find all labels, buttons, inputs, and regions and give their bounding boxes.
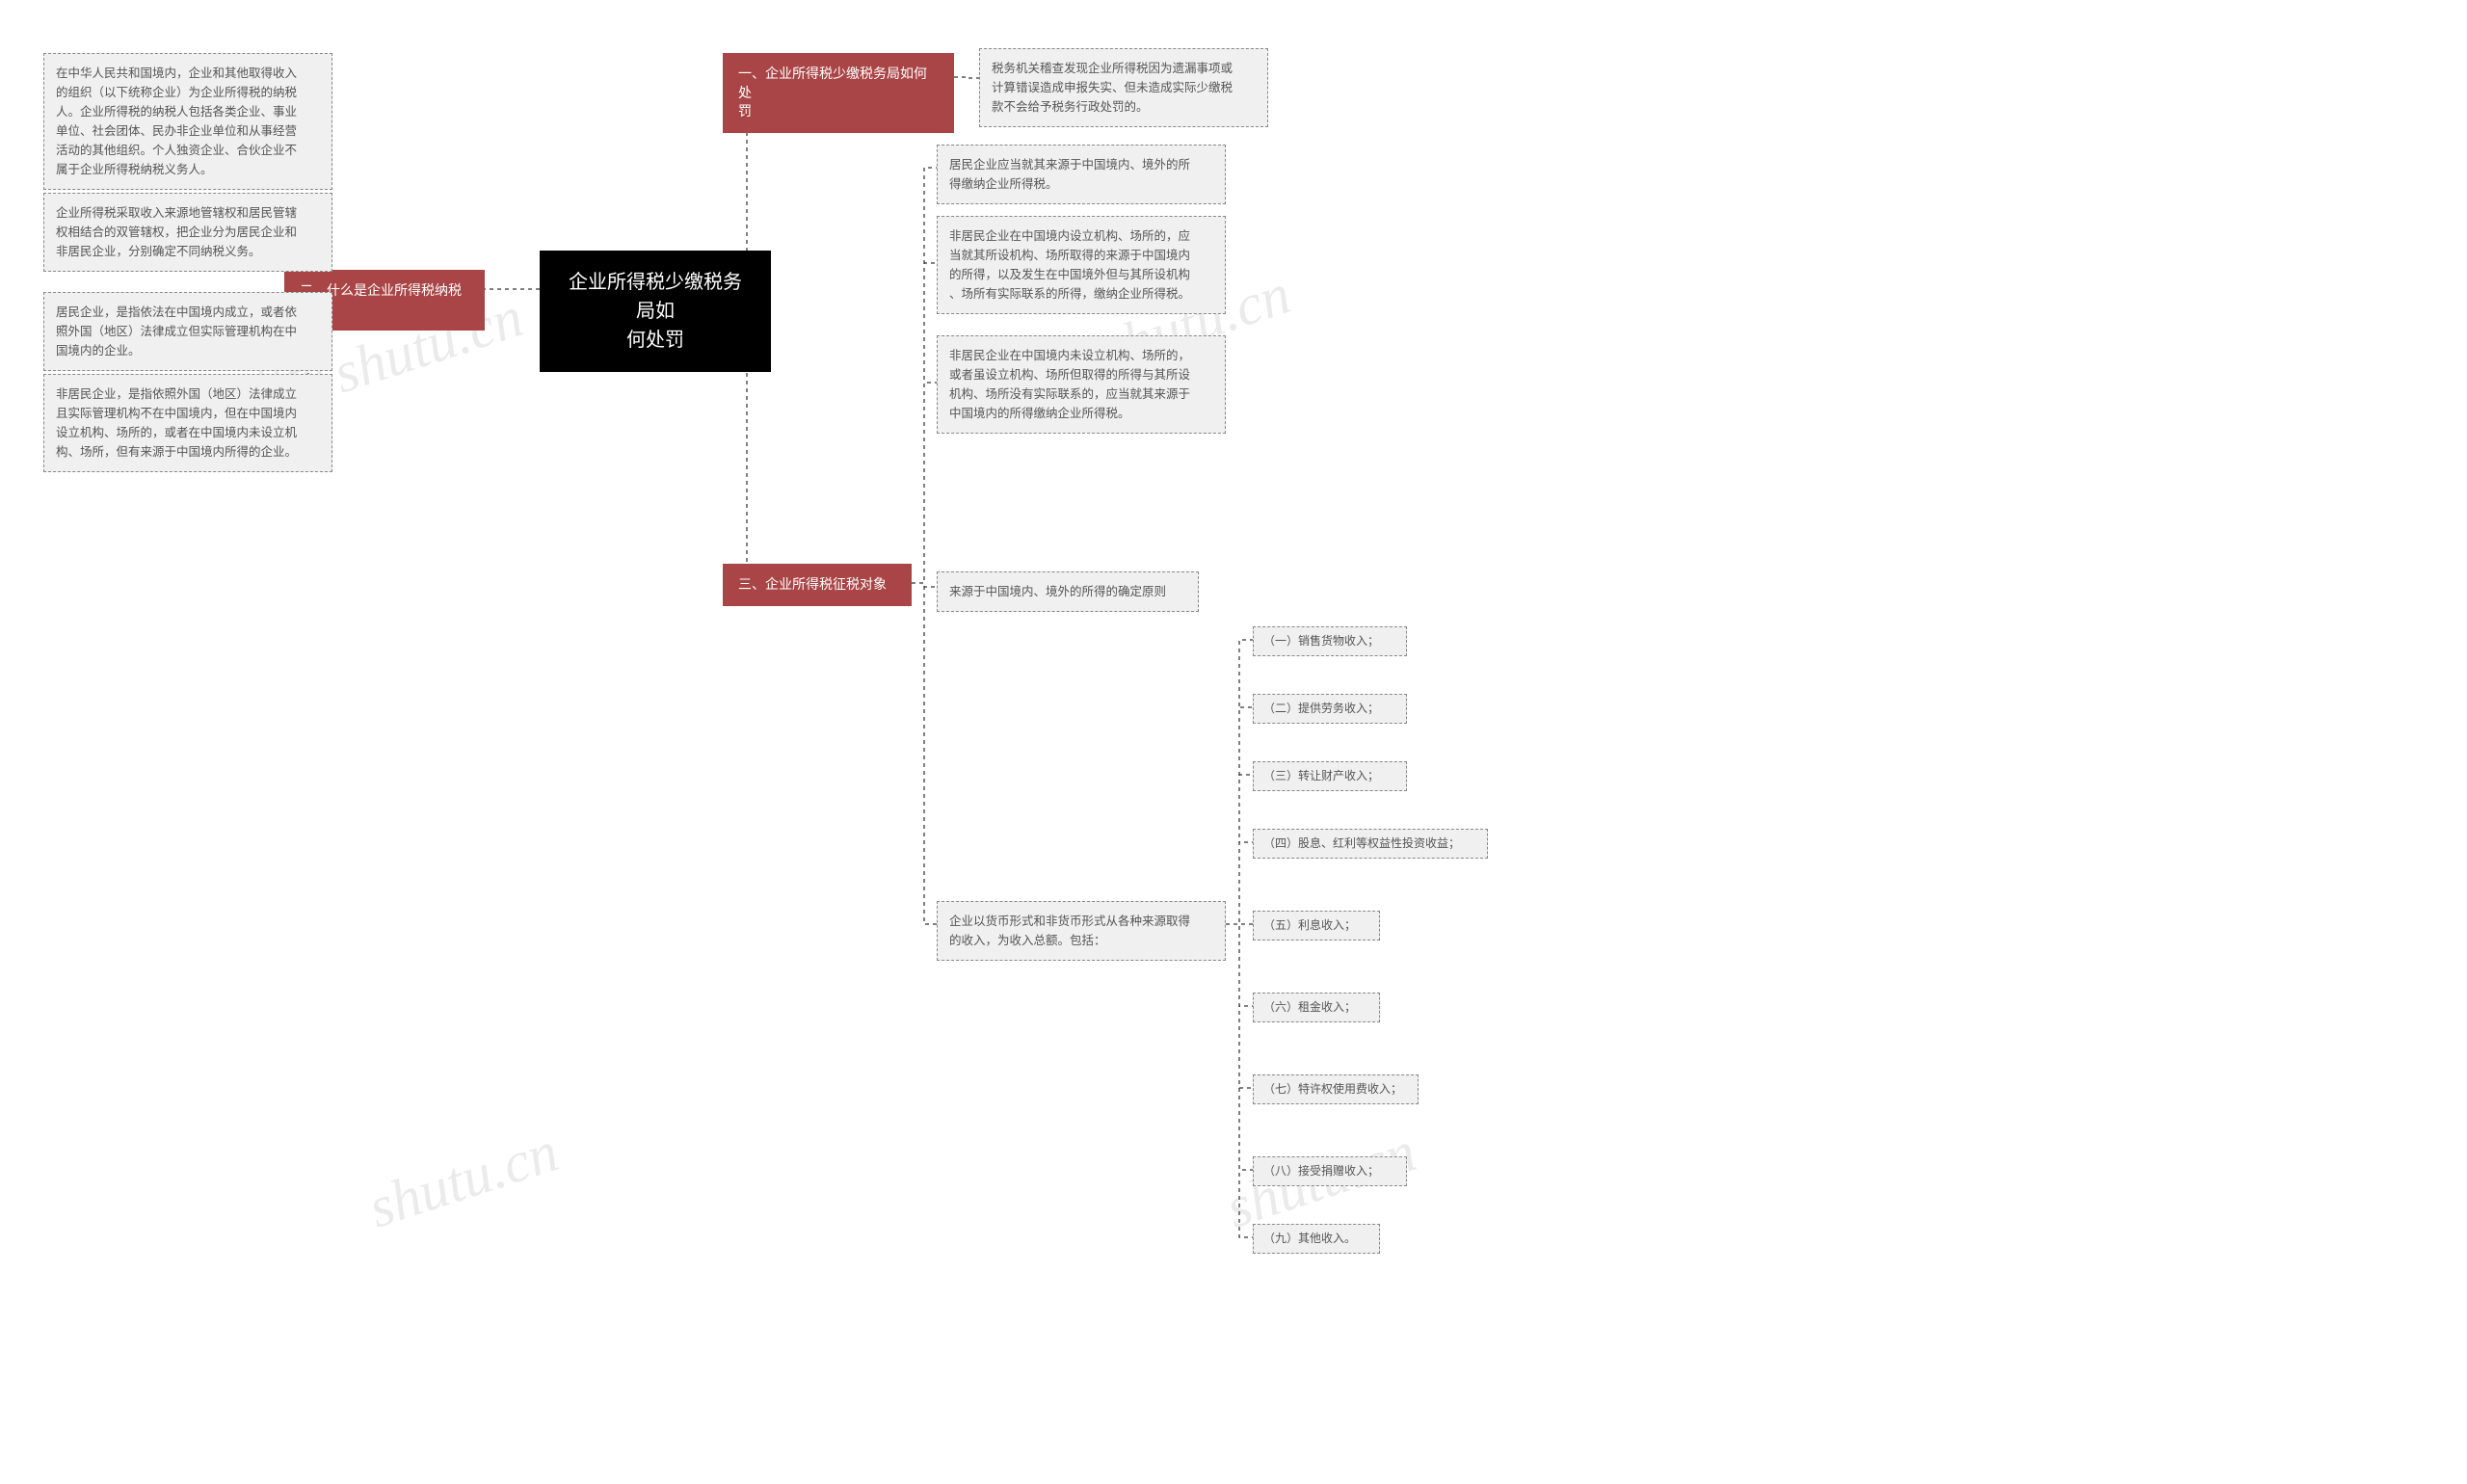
watermark: shutu.cn [360, 1119, 566, 1242]
leaf-b2-1: 在中华人民共和国境内，企业和其他取得收入的组织（以下统称企业）为企业所得税的纳税… [43, 53, 332, 190]
leaf-b1-1: 税务机关稽查发现企业所得税因为遗漏事项或计算错误造成申报失实、但未造成实际少缴税… [979, 48, 1268, 127]
leaf-b3-5-6: （六）租金收入； [1253, 993, 1380, 1022]
leaf-b3-5-2: （二）提供劳务收入； [1253, 694, 1407, 724]
leaf-b3-5-9: （九）其他收入。 [1253, 1224, 1380, 1254]
root-node: 企业所得税少缴税务局如何处罚 [540, 251, 771, 372]
leaf-b2-4: 非居民企业，是指依照外国（地区）法律成立且实际管理机构不在中国境内，但在中国境内… [43, 374, 332, 472]
leaf-b3-5-1: （一）销售货物收入； [1253, 626, 1407, 656]
leaf-b3-5-4: （四）股息、红利等权益性投资收益； [1253, 829, 1488, 859]
leaf-b3-5: 企业以货币形式和非货币形式从各种来源取得的收入，为收入总额。包括： [937, 901, 1226, 961]
leaf-b3-2: 非居民企业在中国境内设立机构、场所的，应当就其所设机构、场所取得的来源于中国境内… [937, 216, 1226, 314]
branch-1: 一、企业所得税少缴税务局如何处罚 [723, 53, 954, 133]
leaf-b3-4: 来源于中国境内、境外的所得的确定原则 [937, 571, 1199, 612]
branch-3: 三、企业所得税征税对象 [723, 564, 912, 606]
leaf-b3-5-3: （三）转让财产收入； [1253, 761, 1407, 791]
leaf-b3-5-5: （五）利息收入； [1253, 911, 1380, 941]
connector-layer [0, 0, 2467, 1484]
leaf-b2-2: 企业所得税采取收入来源地管辖权和居民管辖权相结合的双管辖权，把企业分为居民企业和… [43, 193, 332, 272]
leaf-b2-3: 居民企业，是指依法在中国境内成立，或者依照外国（地区）法律成立但实际管理机构在中… [43, 292, 332, 371]
leaf-b3-3: 非居民企业在中国境内未设立机构、场所的，或者虽设立机构、场所但取得的所得与其所设… [937, 335, 1226, 434]
leaf-b3-5-8: （八）接受捐赠收入； [1253, 1156, 1407, 1186]
leaf-b3-5-7: （七）特许权使用费收入； [1253, 1074, 1419, 1104]
leaf-b3-1: 居民企业应当就其来源于中国境内、境外的所得缴纳企业所得税。 [937, 145, 1226, 204]
